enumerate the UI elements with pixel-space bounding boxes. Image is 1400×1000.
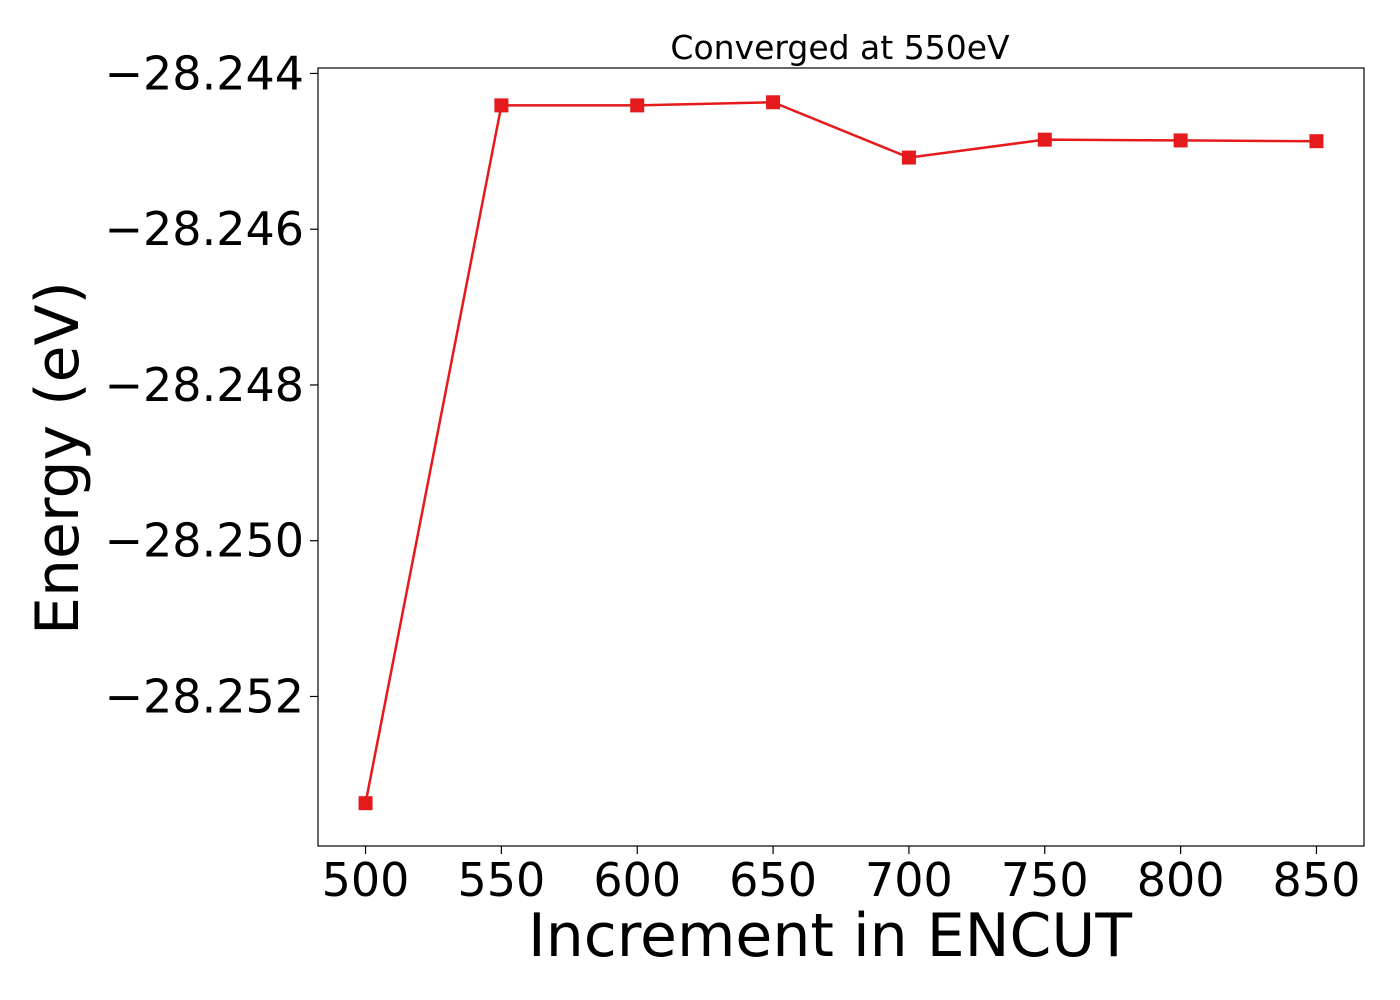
x-tick-label: 750 — [1001, 853, 1089, 907]
x-tick-label: 850 — [1273, 853, 1361, 907]
plot-frame — [317, 67, 1365, 847]
chart-title: Converged at 550eV — [670, 28, 1010, 67]
data-point-marker — [901, 150, 916, 165]
y-tick-label: −28.244 — [105, 46, 305, 100]
y-tick-label: −28.250 — [105, 514, 305, 568]
data-point-marker — [1309, 134, 1324, 149]
x-tick-label: 700 — [865, 853, 953, 907]
data-point-marker — [358, 796, 373, 811]
plot-area: 500 550 600 650 700 750 800 850 −28.252 −28.250 −2… — [105, 46, 1365, 907]
x-tick-label: 500 — [322, 853, 410, 907]
data-point-marker — [1037, 132, 1052, 147]
x-tick-label: 600 — [593, 853, 681, 907]
x-tick-label: 800 — [1137, 853, 1225, 907]
y-axis-label: Energy (eV) — [23, 281, 93, 635]
data-point-marker — [494, 98, 509, 113]
x-tick-label: 650 — [729, 853, 817, 907]
data-point-marker — [630, 98, 645, 113]
series-line — [364, 101, 1317, 804]
data-point-marker — [766, 95, 781, 110]
y-tick-label: −28.248 — [105, 358, 305, 412]
x-tick-label: 550 — [457, 853, 545, 907]
y-tick-label: −28.252 — [105, 669, 305, 723]
data-point-marker — [1173, 133, 1188, 148]
x-axis-label: Increment in ENCUT — [528, 901, 1132, 971]
y-tick-label: −28.246 — [105, 202, 305, 256]
